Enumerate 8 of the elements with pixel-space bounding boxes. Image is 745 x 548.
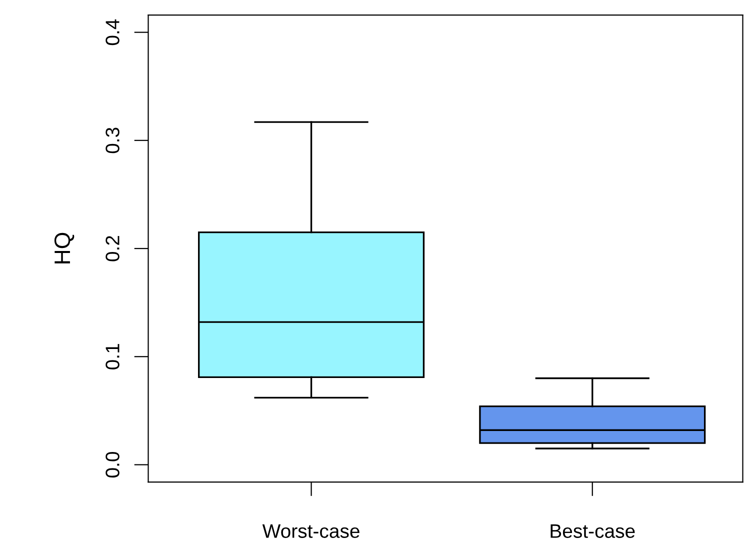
x-tick-label: Worst-case — [262, 524, 360, 538]
y-tick-label: 0.3 — [106, 128, 120, 154]
y-tick-label: 0.0 — [106, 452, 120, 478]
y-tick-label: 0.2 — [106, 236, 120, 262]
y-axis-title: HQ — [54, 232, 74, 264]
y-tick-label: 0.1 — [106, 344, 120, 370]
x-tick-label: Best-case — [550, 524, 635, 538]
y-tick-label: 0.4 — [106, 19, 120, 46]
